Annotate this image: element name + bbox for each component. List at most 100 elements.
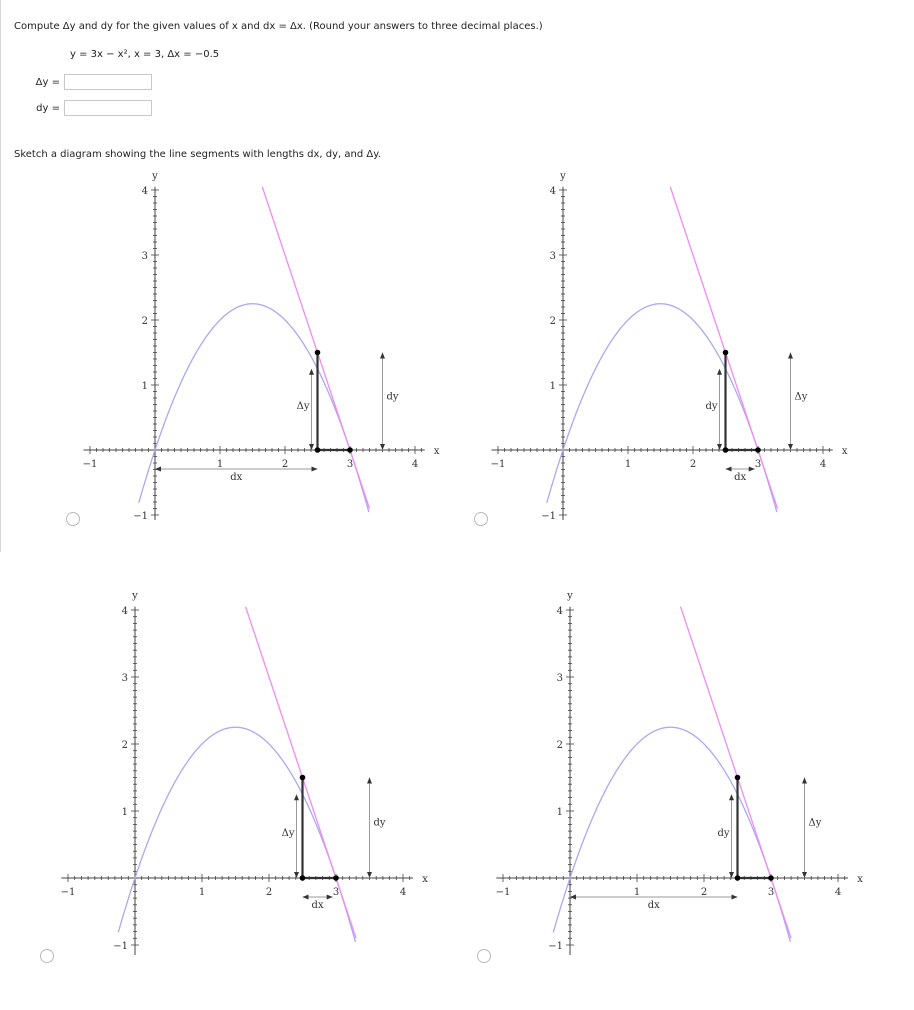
y-tick-label: 1 xyxy=(550,381,556,392)
point-corner xyxy=(734,875,741,881)
option-a-radio[interactable] xyxy=(66,512,80,526)
point-right xyxy=(755,447,761,453)
short-segment-label: Δy xyxy=(297,401,310,412)
y-tick-label: 3 xyxy=(557,673,563,684)
tangent-line xyxy=(679,606,792,939)
dy-answer-row: dy = xyxy=(12,100,152,116)
tall-segment-label: Δy xyxy=(795,391,808,402)
page-left-border xyxy=(0,0,1,552)
point-top xyxy=(299,774,306,781)
tangent-line xyxy=(261,186,371,509)
parabola-curve xyxy=(546,303,778,513)
x-tick-label: 4 xyxy=(820,459,826,470)
tall-arrow-head-down xyxy=(367,872,372,878)
tall-arrow-head-down xyxy=(380,444,385,450)
short-segment-label: Δy xyxy=(282,828,295,839)
dx-arrow-head-right xyxy=(748,466,755,472)
dx-arrow-head-right xyxy=(311,466,318,472)
y-tick-label: −1 xyxy=(541,511,556,520)
x-tick-label: −1 xyxy=(496,887,511,898)
x-tick-label: 1 xyxy=(625,459,631,470)
y-tick-label: 4 xyxy=(142,186,148,197)
y-tick-label: 1 xyxy=(122,807,128,818)
y-tick-label: 4 xyxy=(550,186,556,197)
delta-y-answer-row: Δy = xyxy=(12,74,152,90)
dx-label: dx xyxy=(312,900,324,911)
x-axis-label: x xyxy=(857,874,863,885)
point-top xyxy=(734,774,741,781)
short-arrow-head-down xyxy=(309,444,314,450)
y-tick-label: 1 xyxy=(142,381,148,392)
option-d-radio[interactable] xyxy=(477,949,491,963)
y-axis-label: y xyxy=(559,171,566,182)
x-tick-label: 1 xyxy=(634,887,640,898)
short-arrow-head-down xyxy=(294,872,299,878)
dx-arrow-head-left xyxy=(155,466,161,472)
x-axis-label: x xyxy=(434,446,440,457)
x-tick-label: 2 xyxy=(282,459,288,470)
x-tick-label: 1 xyxy=(217,459,223,470)
point-right xyxy=(347,447,353,453)
short-arrow-head-up xyxy=(294,794,299,801)
tall-segment-label: dy xyxy=(387,391,399,402)
delta-y-label: Δy = xyxy=(35,76,60,88)
parabola-curve xyxy=(552,726,792,943)
short-segment-label: dy xyxy=(705,401,717,412)
tall-arrow-head-down xyxy=(788,444,793,450)
y-tick-label: 2 xyxy=(550,316,556,327)
point-corner xyxy=(314,447,321,453)
x-axis-label: x xyxy=(422,874,428,885)
y-tick-label: 1 xyxy=(557,807,563,818)
x-tick-label: −1 xyxy=(83,459,98,470)
tall-arrow-head-up xyxy=(380,352,385,359)
question-equation: y = 3x − x², x = 3, Δx = −0.5 xyxy=(70,49,220,60)
tall-arrow-head-up xyxy=(788,352,793,359)
x-tick-label: 1 xyxy=(199,887,205,898)
question-instructions: Compute Δy and dy for the given values o… xyxy=(14,21,543,32)
tangent-line xyxy=(244,606,357,939)
option-d-graph: −1 1 2 3 4 −1 1 2 3 4 x y dy Δy dx xyxy=(496,591,863,956)
delta-y-input[interactable] xyxy=(64,74,152,90)
dx-arrow-head-left xyxy=(725,466,732,472)
parabola-curve xyxy=(117,726,357,943)
y-tick-label: 3 xyxy=(122,673,128,684)
point-top xyxy=(722,349,729,356)
x-tick-label: 3 xyxy=(768,887,774,898)
y-tick-label: 2 xyxy=(557,740,563,751)
tall-arrow-head-down xyxy=(802,872,807,878)
y-axis-label: y xyxy=(566,591,573,602)
dx-label: dx xyxy=(734,472,746,483)
x-tick-label: 2 xyxy=(690,459,696,470)
point-top xyxy=(314,349,321,356)
tall-segment-label: dy xyxy=(374,818,386,829)
x-tick-label: 3 xyxy=(333,887,339,898)
option-c-radio[interactable] xyxy=(40,949,54,963)
short-arrow-head-down xyxy=(717,444,722,450)
dx-arrow-head-left xyxy=(570,894,576,900)
dx-arrow-head-right xyxy=(731,894,738,900)
y-tick-label: 3 xyxy=(142,251,148,262)
option-a-graph: −1 1 2 3 4 −1 1 2 3 4 x y Δy dy dx xyxy=(83,171,440,520)
parabola-curve xyxy=(138,303,370,513)
dx-arrow-head-right xyxy=(326,894,333,900)
sketch-prompt: Sketch a diagram showing the line segmen… xyxy=(14,149,381,160)
dy-label: dy = xyxy=(36,102,60,114)
short-arrow-head-up xyxy=(717,368,722,375)
dx-label: dx xyxy=(648,900,660,911)
x-tick-label: 3 xyxy=(347,459,353,470)
short-arrow-head-down xyxy=(729,872,734,878)
y-tick-label: −1 xyxy=(548,941,563,952)
point-right xyxy=(333,875,339,881)
point-corner xyxy=(722,447,729,453)
option-b-radio[interactable] xyxy=(474,512,488,526)
dy-input[interactable] xyxy=(64,100,152,116)
x-tick-label: 4 xyxy=(835,887,841,898)
x-tick-label: 4 xyxy=(400,887,406,898)
tall-arrow-head-up xyxy=(367,777,372,784)
dx-arrow-head-left xyxy=(302,894,309,900)
short-arrow-head-up xyxy=(309,368,314,375)
tall-arrow-head-up xyxy=(802,777,807,784)
y-tick-label: 3 xyxy=(550,251,556,262)
tall-segment-label: Δy xyxy=(809,818,822,829)
short-arrow-head-up xyxy=(729,794,734,801)
